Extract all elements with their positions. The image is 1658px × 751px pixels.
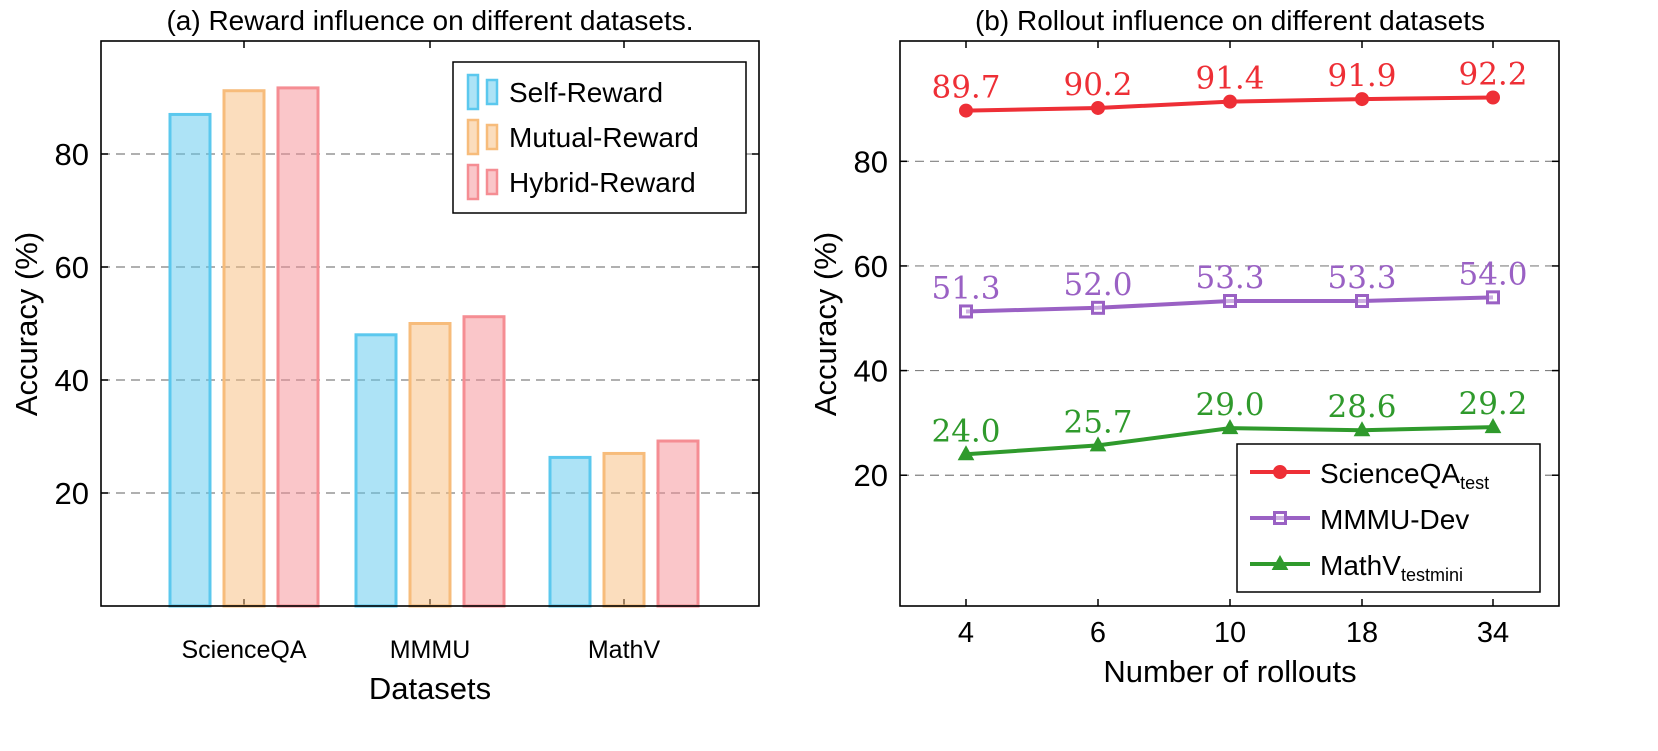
point-mathv-18 [1353,421,1371,437]
legend-label-scienceqa: ScienceQAtest [1320,458,1489,493]
legend-subscript: test [1460,473,1489,493]
x-tick-label: 34 [1477,617,1509,649]
point-mathv-6 [1089,436,1107,452]
y-axis-label: Accuracy (%) [9,232,44,416]
point-scienceqa-34 [1486,90,1500,105]
bar-hybrid-reward-mmmu [462,315,506,608]
y-tick-label: 20 [854,458,888,493]
legend-name: MathV [1320,550,1401,581]
legend-swatch-mutual-reward [485,123,499,151]
y-tick-label: 40 [55,363,89,398]
legend-swatch-mutual-reward [466,118,480,156]
data-label-scienceqa: 89.7 [931,70,1000,106]
x-tick-label-mathv: MathV [588,636,661,664]
legend-name: MMMU-Dev [1320,504,1469,535]
legend-swatch-self-reward [485,78,499,106]
data-label-mathv: 25.7 [1063,404,1132,440]
bar-mutual-reward-mathv [602,451,646,608]
data-label-scienceqa: 91.4 [1195,61,1264,97]
y-tick-label: 80 [854,144,888,179]
bar-self-reward-mmmu [354,333,398,608]
x-axis-label: Number of rollouts [1103,654,1356,689]
y-tick-label: 20 [55,476,89,511]
bar-hybrid-reward-mathv [656,439,700,608]
point-mathv-34 [1484,418,1502,434]
x-tick-label-mmmu: MMMU [390,636,471,664]
data-label-mathv: 28.6 [1327,389,1396,425]
point-mathv-4 [957,445,975,461]
data-label-mathv: 29.2 [1458,386,1527,422]
chart-b-title: (b) Rollout influence on different datas… [975,5,1485,36]
bar-hybrid-reward-scienceqa [276,86,320,608]
legend-box [452,61,747,214]
legend-marker-scienceqa [1273,465,1287,479]
legend-marker-mathv [1271,554,1289,570]
legend-subscript: testmini [1401,565,1463,585]
plot-frame [899,40,1560,607]
legend-swatch-hybrid-reward [485,168,499,196]
point-mmmu-dev-18 [1355,294,1369,309]
bar-self-reward-mathv [548,455,592,608]
y-axis-label: Accuracy (%) [808,232,843,416]
data-label-scienceqa: 90.2 [1063,67,1132,103]
point-scienceqa-6 [1091,100,1105,115]
data-label-scienceqa: 92.2 [1458,57,1527,93]
legend-name: ScienceQA [1320,458,1460,489]
point-mmmu-dev-6 [1091,300,1105,315]
legend-swatch-hybrid-reward [466,163,480,201]
x-tick-label: 6 [1090,617,1106,649]
data-label-mmmu-dev: 51.3 [931,270,1000,306]
y-tick-label: 60 [55,250,89,285]
legend-swatch-self-reward [466,73,480,111]
point-mmmu-dev-34 [1486,290,1500,305]
point-scienceqa-18 [1355,92,1369,107]
y-tick-label: 60 [854,249,888,284]
legend-label-hybrid-reward: Hybrid-Reward [509,167,696,198]
data-label-mmmu-dev: 52.0 [1063,267,1132,303]
chart-a-title: (a) Reward influence on different datase… [166,5,693,36]
bar-mutual-reward-mmmu [408,322,452,608]
point-mmmu-dev-10 [1223,294,1237,309]
legend-label-mathv: MathVtestmini [1320,550,1463,585]
point-scienceqa-4 [959,103,973,118]
x-tick-label: 4 [958,617,974,649]
legend-label-self-reward: Self-Reward [509,77,663,108]
bar-self-reward-scienceqa [168,112,212,608]
data-label-mmmu-dev: 54.0 [1458,256,1527,292]
x-tick-label: 10 [1214,617,1246,649]
plot-frame [100,40,760,607]
x-tick-label-scienceqa: ScienceQA [181,636,306,664]
chart-a-reward-influence: (a) Reward influence on different datase… [9,5,760,706]
point-scienceqa-10 [1223,94,1237,109]
bar-mutual-reward-scienceqa [222,89,266,608]
data-label-mathv: 29.0 [1195,387,1264,423]
chart-b-rollout-influence: (b) Rollout influence on different datas… [808,5,1560,689]
data-label-mmmu-dev: 53.3 [1327,260,1396,296]
legend-marker-mmmu-dev [1273,511,1287,525]
y-tick-label: 40 [854,354,888,389]
legend-label-mutual-reward: Mutual-Reward [509,122,699,153]
point-mmmu-dev-4 [959,304,973,319]
data-label-mathv: 24.0 [931,413,1000,449]
point-mathv-10 [1221,419,1239,435]
data-label-mmmu-dev: 53.3 [1195,260,1264,296]
legend-label-mmmu-dev: MMMU-Dev [1320,504,1469,535]
x-axis-label: Datasets [369,671,491,706]
x-tick-label: 18 [1346,617,1378,649]
data-label-scienceqa: 91.9 [1327,58,1396,94]
y-tick-label: 80 [55,137,89,172]
